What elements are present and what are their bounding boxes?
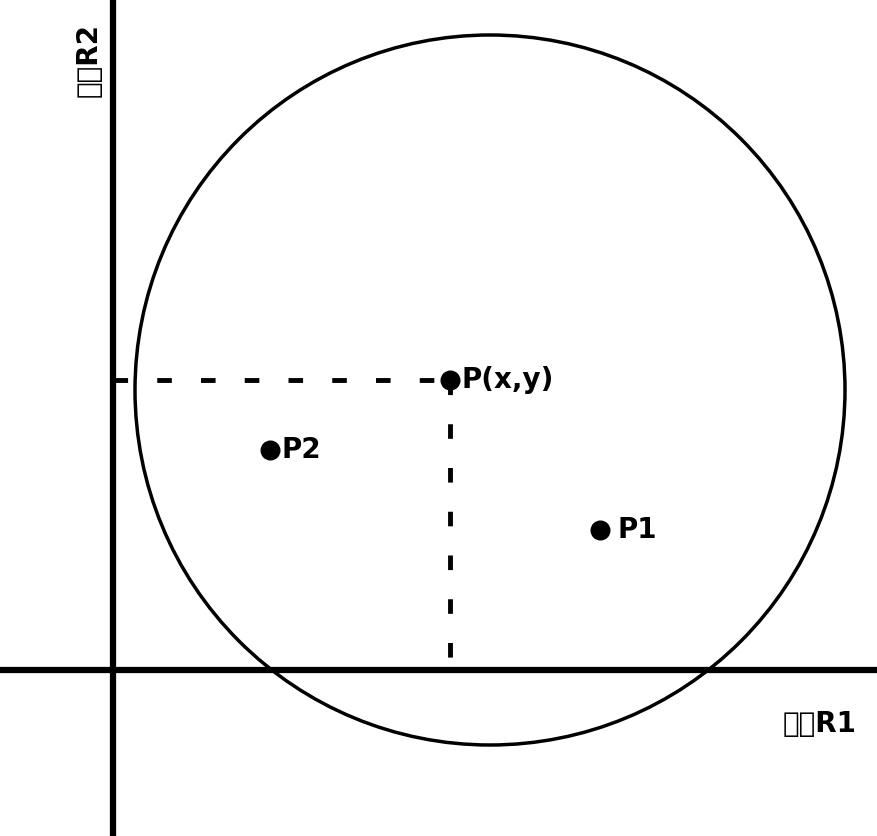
Text: P1: P1 bbox=[617, 516, 657, 544]
Point bbox=[443, 374, 457, 387]
Text: P2: P2 bbox=[282, 436, 322, 464]
Point bbox=[263, 443, 277, 456]
Text: 路段R2: 路段R2 bbox=[75, 23, 103, 97]
Text: 路段R1: 路段R1 bbox=[783, 710, 857, 738]
Text: P(x,y): P(x,y) bbox=[462, 366, 554, 394]
Point bbox=[593, 523, 607, 537]
